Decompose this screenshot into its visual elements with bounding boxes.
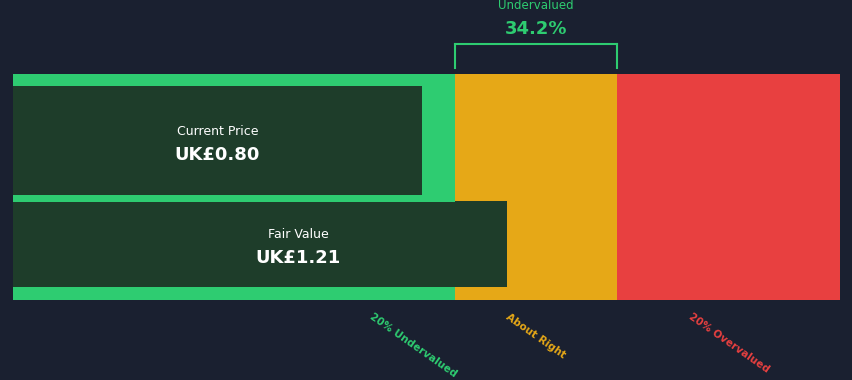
Bar bbox=[616, 74, 839, 299]
Text: Undervalued: Undervalued bbox=[498, 0, 573, 12]
Text: 34.2%: 34.2% bbox=[504, 20, 567, 38]
Bar bbox=[455, 74, 616, 299]
Bar bbox=[13, 287, 455, 299]
Bar bbox=[13, 74, 455, 86]
Text: 20% Undervalued: 20% Undervalued bbox=[367, 312, 458, 379]
Text: 20% Overvalued: 20% Overvalued bbox=[686, 312, 769, 375]
Text: UK£1.21: UK£1.21 bbox=[256, 249, 341, 268]
Text: UK£0.80: UK£0.80 bbox=[175, 146, 260, 164]
Text: Current Price: Current Price bbox=[176, 125, 258, 138]
Bar bbox=[13, 86, 422, 195]
Text: Fair Value: Fair Value bbox=[268, 228, 328, 241]
Text: About Right: About Right bbox=[504, 312, 567, 360]
Bar bbox=[13, 74, 455, 299]
Bar bbox=[13, 195, 455, 202]
Bar bbox=[13, 201, 506, 287]
